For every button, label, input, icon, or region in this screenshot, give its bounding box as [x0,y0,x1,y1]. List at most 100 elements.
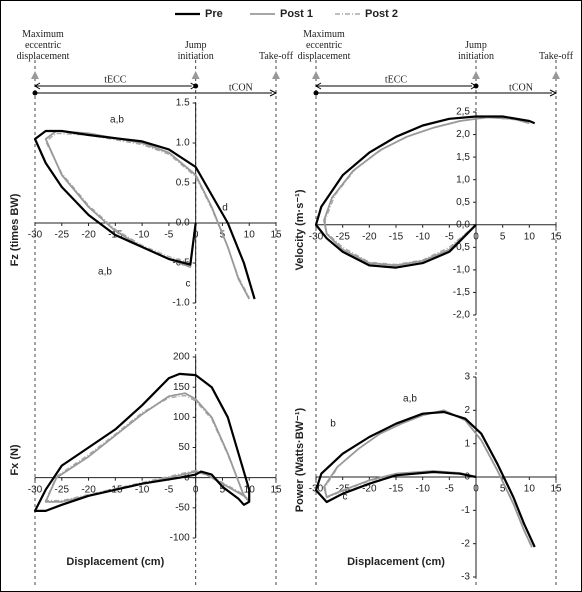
y-tick-label: -1 [461,505,470,516]
y-tick-label: -1,5 [453,287,471,298]
phase-dot [313,90,319,96]
x-tick-label: 5 [500,484,506,495]
x-tick-label: 15 [270,484,282,495]
phase-dot [473,83,479,89]
series-line [33,129,256,300]
x-tick-label: -5 [445,484,454,495]
y-tick-label: 0.5 [176,178,190,189]
y-tick-label: 200 [173,352,190,363]
annotation: a,b [403,394,417,405]
x-tick-label: -20 [81,230,96,241]
event-marker [552,71,560,79]
y-tick-label: 1,5 [456,152,470,163]
legend-label: Pre [205,8,223,20]
annotation: b [330,419,336,430]
x-axis-label: Displacement (cm) [66,556,164,568]
y-axis-label: Fx (N) [9,444,21,476]
x-tick-label: -10 [135,230,150,241]
x-tick-label: 15 [550,484,562,495]
y-tick-label: 2,5 [456,107,470,118]
y-tick-label: -0,5 [453,242,471,253]
x-tick-label: -30 [28,484,43,495]
y-tick-label: -1,0 [453,265,471,276]
x-tick-label: -25 [55,230,70,241]
y-tick-label: 1.0 [176,138,190,149]
y-tick-label: 0.0 [176,218,190,229]
event-marker [312,71,320,79]
event-marker [191,71,200,79]
x-tick-label: 0 [193,484,199,495]
phase-label: tCON [229,82,253,93]
phase-label: tCON [509,82,533,93]
x-tick-label: -25 [335,484,350,495]
x-tick-label: -25 [55,484,70,495]
phase-label: tECC [104,74,127,85]
annotation: c [186,279,191,290]
arrow-head [269,89,278,97]
x-tick-label: 10 [524,484,536,495]
x-tick-label: -10 [415,231,430,242]
series-line [323,409,533,548]
arrow-head [549,89,558,97]
y-axis-label: Velocity (m·s⁻¹) [294,189,306,270]
event-marker [31,71,39,79]
x-tick-label: -15 [389,484,404,495]
phase-label: tECC [385,74,408,85]
legend-label: Post 2 [365,8,398,20]
series-line [314,410,536,548]
y-tick-label: -50 [175,502,190,513]
x-tick-label: 0 [473,484,479,495]
x-tick-label: -10 [415,484,430,495]
y-tick-label: 100 [173,412,190,423]
series-line [44,392,251,503]
y-tick-label: 2 [464,405,470,416]
x-tick-label: 10 [524,231,536,242]
y-tick-label: 0,0 [456,219,470,230]
x-tick-label: -5 [445,231,454,242]
x-tick-label: -25 [335,231,350,242]
x-tick-label: 0 [473,231,479,242]
x-tick-label: 10 [244,230,256,241]
x-tick-label: 5 [220,484,226,495]
x-tick-label: -30 [28,230,43,241]
x-tick-label: 15 [550,231,562,242]
series-line [314,115,536,269]
series-line [323,116,530,267]
annotation: a,b [110,115,124,126]
y-tick-label: -2,0 [453,310,471,321]
event-label: Maximum eccentric displacement [17,29,70,62]
y-tick-label: 3 [464,372,470,383]
x-tick-label: 5 [500,231,506,242]
phase-dot [32,90,38,96]
y-tick-label: 0,5 [456,197,470,208]
annotation: d [222,203,228,214]
phase-dot [193,83,199,89]
y-tick-label: -2 [461,538,470,549]
event-marker [472,71,480,79]
y-tick-label: 1.5 [176,98,190,109]
y-tick-label: 2,0 [456,129,470,140]
annotation: a,b [98,267,112,278]
legend-label: Post 1 [280,8,313,20]
event-marker [272,71,280,79]
y-tick-label: 150 [173,382,190,393]
event-label: Take-off [539,51,574,62]
y-tick-label: 1 [464,438,470,449]
event-label: Jump initiation [458,40,494,62]
series-line [33,372,251,512]
event-label: Maximum eccentric displacement [298,29,351,62]
y-axis-label: Fz (times BW) [9,193,21,266]
y-axis-label: Power (Watts·BW⁻¹) [294,407,306,512]
annotation: c [343,492,348,503]
y-tick-label: 50 [179,442,191,453]
y-tick-label: 1,0 [456,174,470,185]
x-tick-label: -5 [164,484,173,495]
x-tick-label: 15 [270,230,282,241]
x-tick-label: -15 [389,231,404,242]
y-tick-label: -3 [461,572,470,583]
series-line [45,132,250,298]
event-label: Jump initiation [178,40,214,62]
x-tick-label: -30 [309,231,324,242]
